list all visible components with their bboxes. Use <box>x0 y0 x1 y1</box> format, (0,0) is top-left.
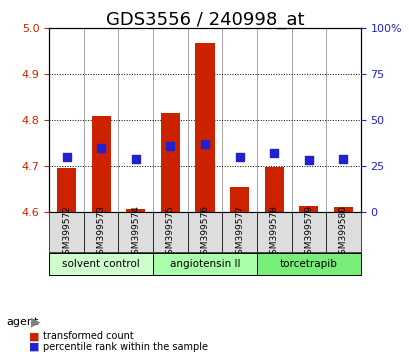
Bar <box>160 113 180 212</box>
Text: GSM399576: GSM399576 <box>200 205 209 259</box>
Text: GSM399577: GSM399577 <box>234 205 243 259</box>
Bar <box>57 168 76 212</box>
Bar <box>91 116 110 212</box>
Point <box>98 145 104 150</box>
Text: ■: ■ <box>29 331 39 341</box>
Point <box>63 154 70 160</box>
Bar <box>126 209 145 212</box>
FancyBboxPatch shape <box>83 212 118 252</box>
Point <box>339 156 346 161</box>
FancyBboxPatch shape <box>326 212 360 252</box>
FancyBboxPatch shape <box>291 212 326 252</box>
Text: solvent control: solvent control <box>62 259 139 269</box>
FancyBboxPatch shape <box>222 212 256 252</box>
FancyBboxPatch shape <box>153 212 187 252</box>
Point <box>167 143 173 149</box>
Point <box>201 141 208 147</box>
Bar <box>333 207 352 212</box>
Text: percentile rank within the sample: percentile rank within the sample <box>43 342 207 352</box>
Point <box>132 156 139 161</box>
Text: GSM399573: GSM399573 <box>97 205 106 259</box>
FancyBboxPatch shape <box>153 253 256 275</box>
Text: ▶: ▶ <box>31 316 40 329</box>
Point <box>305 158 311 163</box>
Text: GSM399575: GSM399575 <box>166 205 175 259</box>
FancyBboxPatch shape <box>187 212 222 252</box>
Point <box>236 154 242 160</box>
Text: GSM399580: GSM399580 <box>338 205 347 259</box>
Text: torcetrapib: torcetrapib <box>279 259 337 269</box>
FancyBboxPatch shape <box>118 212 153 252</box>
FancyBboxPatch shape <box>49 212 83 252</box>
FancyBboxPatch shape <box>49 253 153 275</box>
Point <box>270 150 277 156</box>
FancyBboxPatch shape <box>256 212 291 252</box>
Text: transformed count: transformed count <box>43 331 133 341</box>
Text: GSM399579: GSM399579 <box>303 205 312 259</box>
Text: GDS3556 / 240998_at: GDS3556 / 240998_at <box>106 11 303 29</box>
Bar <box>299 206 318 212</box>
Bar <box>229 187 249 212</box>
FancyBboxPatch shape <box>256 253 360 275</box>
Bar <box>264 167 283 212</box>
Text: ■: ■ <box>29 342 39 352</box>
Bar <box>195 43 214 212</box>
Text: GSM399574: GSM399574 <box>131 205 140 259</box>
Text: agent: agent <box>6 317 38 327</box>
Text: GSM399578: GSM399578 <box>269 205 278 259</box>
Text: GSM399572: GSM399572 <box>62 205 71 259</box>
Text: angiotensin II: angiotensin II <box>169 259 240 269</box>
